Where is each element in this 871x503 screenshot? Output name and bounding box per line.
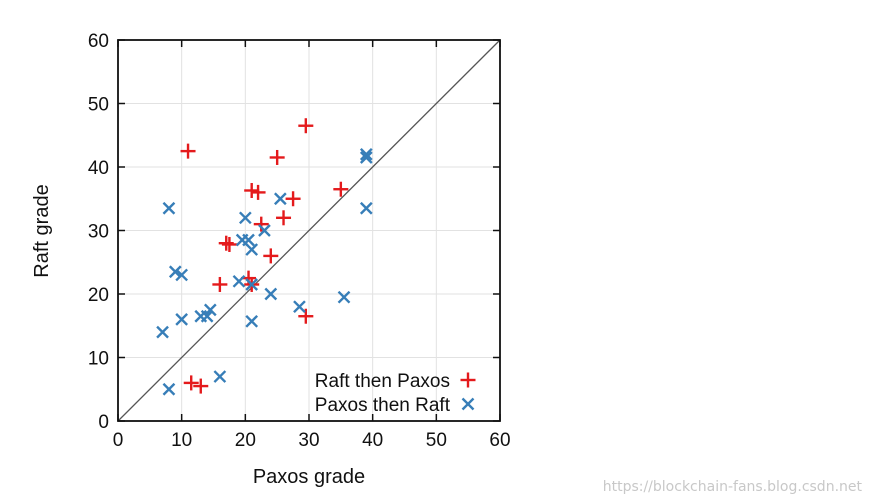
data-point-paxos-then-raft	[245, 243, 259, 256]
data-point-paxos-then-raft	[359, 201, 373, 215]
data-point-raft-then-paxos	[250, 184, 266, 200]
data-point-paxos-then-raft	[264, 287, 278, 301]
data-point-raft-then-paxos	[193, 378, 209, 394]
x-ticks: 0 10 20 30 40 50 60	[113, 40, 511, 451]
data-point-paxos-then-raft	[200, 309, 214, 323]
x-tick-label: 0	[113, 430, 124, 451]
data-point-paxos-then-raft	[232, 274, 246, 288]
watermark: https://blockchain-fans.blog.csdn.net	[603, 479, 863, 495]
y-tick-label: 20	[88, 285, 109, 306]
data-point-paxos-then-raft	[293, 300, 306, 314]
data-point-raft-then-paxos	[285, 191, 301, 207]
data-point-raft-then-paxos	[244, 182, 260, 198]
y-axis-title: Raft grade	[31, 184, 53, 277]
y-tick-label: 0	[98, 412, 109, 433]
data-point-raft-then-paxos	[263, 248, 279, 264]
data-points	[156, 118, 373, 396]
data-point-paxos-then-raft	[175, 268, 189, 282]
data-point-raft-then-paxos	[253, 216, 269, 232]
data-point-raft-then-paxos	[276, 210, 292, 226]
data-point-raft-then-paxos	[180, 143, 196, 159]
data-point-paxos-then-raft	[245, 278, 259, 291]
y-tick-label: 60	[88, 31, 109, 52]
y-tick-label: 10	[88, 349, 109, 370]
x-tick-label: 20	[235, 430, 256, 451]
data-point-raft-then-paxos	[269, 149, 285, 165]
data-point-paxos-then-raft	[213, 370, 227, 383]
data-point-paxos-then-raft	[168, 265, 182, 279]
x-tick-label: 30	[298, 430, 319, 451]
legend-marker-raft-then-paxos	[460, 372, 476, 388]
legend-marker-paxos-then-raft	[461, 397, 475, 411]
data-point-raft-then-paxos	[298, 118, 314, 134]
data-point-raft-then-paxos	[221, 236, 237, 252]
legend-label-paxos-then-raft: Paxos then Raft	[315, 395, 451, 416]
legend-label-raft-then-paxos: Raft then Paxos	[315, 371, 450, 392]
data-point-paxos-then-raft	[359, 151, 373, 164]
y-tick-label: 40	[88, 158, 109, 179]
data-point-raft-then-paxos	[333, 181, 349, 197]
data-point-paxos-then-raft	[258, 224, 271, 237]
y-tick-label: 50	[88, 95, 109, 116]
data-point-raft-then-paxos	[183, 375, 199, 391]
legend: Raft then Paxos Paxos then Raft	[315, 371, 476, 416]
data-point-paxos-then-raft	[274, 192, 287, 206]
data-point-paxos-then-raft	[162, 201, 176, 215]
x-tick-label: 60	[489, 430, 510, 451]
data-point-paxos-then-raft	[203, 303, 217, 317]
diagonal-reference-line	[117, 39, 501, 422]
y-ticks: 0 10 20 30 40 50 60	[88, 31, 500, 433]
data-point-raft-then-paxos	[218, 235, 234, 251]
x-tick-label: 10	[171, 430, 192, 451]
data-point-paxos-then-raft	[175, 313, 189, 326]
data-point-paxos-then-raft	[242, 233, 255, 247]
x-axis-title: Paxos grade	[253, 466, 365, 488]
data-point-paxos-then-raft	[337, 290, 351, 304]
data-point-paxos-then-raft	[245, 314, 259, 328]
data-point-paxos-then-raft	[359, 147, 373, 161]
data-point-paxos-then-raft	[156, 325, 169, 339]
data-point-raft-then-paxos	[298, 308, 314, 324]
data-point-paxos-then-raft	[238, 211, 252, 225]
data-point-paxos-then-raft	[162, 382, 176, 396]
y-tick-label: 30	[88, 222, 109, 243]
x-tick-label: 50	[426, 430, 447, 451]
data-point-raft-then-paxos	[212, 276, 228, 292]
x-tick-label: 40	[362, 430, 383, 451]
